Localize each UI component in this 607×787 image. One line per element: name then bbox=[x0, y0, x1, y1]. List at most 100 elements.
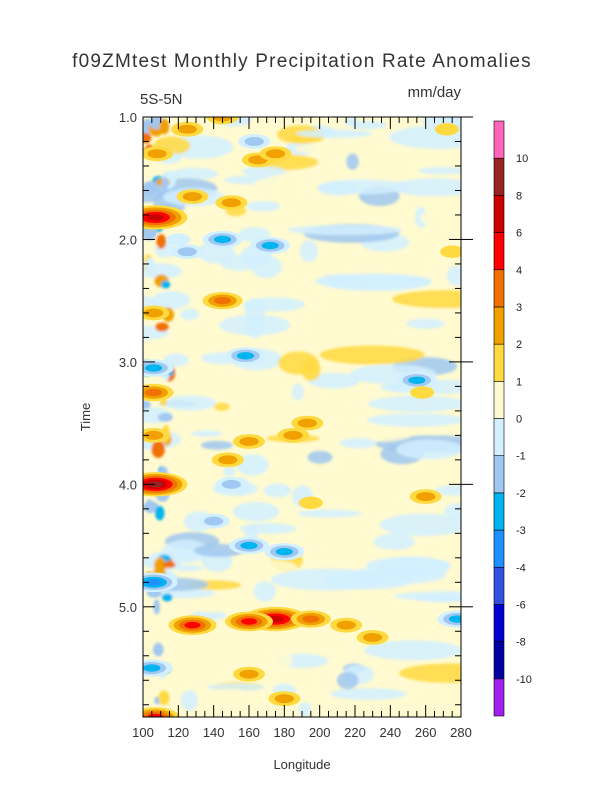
region-label: 5S-5N bbox=[140, 91, 183, 108]
y-axis-label: Time bbox=[78, 403, 93, 431]
texture-patch bbox=[252, 177, 300, 195]
anomaly-contour bbox=[274, 694, 294, 704]
texture-patch bbox=[232, 502, 280, 522]
colorbar-segment bbox=[493, 343, 505, 382]
colorbar-segment bbox=[493, 529, 505, 568]
texture-patch bbox=[418, 166, 461, 175]
strip-patch bbox=[157, 412, 173, 422]
texture-patch bbox=[414, 543, 433, 557]
colorbar-segment bbox=[493, 418, 505, 456]
colorbar-segment bbox=[493, 455, 505, 494]
anomaly-contour bbox=[302, 615, 320, 623]
x-tick-label: 240 bbox=[379, 725, 401, 740]
texture-patch bbox=[319, 345, 425, 365]
texture-patch bbox=[299, 240, 318, 262]
strip-patch bbox=[152, 642, 164, 657]
colorbar-label: 2 bbox=[516, 339, 522, 351]
strip-patch bbox=[143, 133, 152, 144]
anomaly-contour bbox=[145, 388, 163, 397]
strip-patch bbox=[160, 280, 171, 289]
strip-patch bbox=[161, 593, 173, 602]
texture-patch bbox=[399, 663, 461, 683]
texture-patch bbox=[210, 688, 249, 698]
texture-patch bbox=[298, 702, 312, 717]
anomaly-contour bbox=[147, 149, 167, 159]
colorbar-label: 3 bbox=[516, 302, 522, 314]
anomaly-contour bbox=[448, 615, 461, 623]
texture-patch bbox=[253, 581, 277, 602]
texture-patch bbox=[151, 291, 191, 310]
anomaly-contour bbox=[213, 296, 232, 305]
texture-patch bbox=[291, 320, 371, 328]
texture-patch bbox=[278, 351, 319, 375]
colorbar-label: 1 bbox=[516, 376, 522, 388]
texture-patch bbox=[379, 513, 461, 537]
anomaly-contour bbox=[244, 137, 264, 146]
texture-patch bbox=[366, 413, 461, 427]
strip-patch bbox=[155, 322, 169, 332]
colorbar-label: -3 bbox=[516, 525, 526, 537]
texture-patch bbox=[170, 167, 219, 180]
texture-patch bbox=[243, 297, 306, 312]
strip-patch bbox=[154, 557, 166, 575]
texture-patch bbox=[291, 383, 305, 401]
y-tick-label: 4.0 bbox=[119, 477, 137, 492]
texture-patch bbox=[373, 533, 415, 550]
anomaly-contour bbox=[236, 352, 255, 360]
anomaly-contour bbox=[416, 492, 436, 502]
texture-patch bbox=[391, 290, 461, 309]
colorbar-label: -8 bbox=[516, 637, 526, 649]
texture-patch bbox=[226, 186, 246, 196]
x-tick-label: 120 bbox=[167, 725, 189, 740]
strip-patch bbox=[159, 118, 170, 135]
anomaly-contour bbox=[265, 149, 286, 159]
anomaly-contour bbox=[434, 123, 459, 136]
anomaly-contour bbox=[221, 198, 241, 208]
colorbar-segment bbox=[493, 381, 505, 419]
texture-patch bbox=[368, 395, 461, 412]
x-tick-label: 180 bbox=[273, 725, 295, 740]
texture-patch bbox=[348, 120, 387, 130]
texture-patch bbox=[161, 539, 210, 564]
texture-patch bbox=[263, 483, 291, 498]
anomaly-contour bbox=[182, 192, 203, 202]
strip-patch bbox=[162, 561, 176, 568]
texture-patch bbox=[164, 395, 217, 411]
texture-patch bbox=[314, 273, 433, 289]
texture-patch bbox=[417, 304, 461, 320]
colorbar-label: -4 bbox=[516, 562, 526, 574]
texture-patch bbox=[330, 687, 407, 700]
texture-patch bbox=[339, 437, 377, 449]
colorbar-label: 0 bbox=[516, 414, 522, 426]
texture-patch bbox=[200, 440, 234, 450]
anomaly-contour bbox=[241, 618, 257, 625]
anomaly-contour bbox=[363, 632, 383, 642]
texture-patch bbox=[180, 308, 200, 321]
anomaly-contour bbox=[144, 430, 164, 440]
strip-patch bbox=[143, 400, 151, 409]
colorbar-segment bbox=[493, 492, 505, 531]
strip-patch bbox=[145, 499, 154, 514]
texture-patch bbox=[394, 591, 461, 602]
x-tick-label: 280 bbox=[450, 725, 472, 740]
units-label: mm/day bbox=[408, 84, 462, 101]
texture-patch bbox=[280, 628, 299, 644]
anomaly-contour bbox=[213, 235, 232, 244]
texture-patch bbox=[371, 503, 398, 514]
anomaly-contour bbox=[218, 455, 238, 465]
texture-patch bbox=[287, 224, 403, 236]
anomaly-contour bbox=[146, 214, 165, 221]
colorbar-label: 8 bbox=[516, 190, 522, 202]
anomaly-contour bbox=[145, 579, 162, 586]
anomaly-contour bbox=[145, 364, 163, 372]
y-axis: 1.0 2.0 3.0 4.0 5.0 bbox=[119, 110, 473, 706]
anomaly-contour bbox=[283, 430, 303, 440]
texture-patch bbox=[206, 683, 265, 691]
anomaly-contour bbox=[440, 245, 461, 258]
texture-patch bbox=[213, 402, 230, 411]
colorbar-label: -1 bbox=[516, 451, 526, 463]
colorbar-segment bbox=[493, 157, 505, 196]
texture-patch bbox=[170, 564, 205, 572]
texture-patch bbox=[219, 314, 291, 336]
texture-patch bbox=[336, 671, 359, 690]
